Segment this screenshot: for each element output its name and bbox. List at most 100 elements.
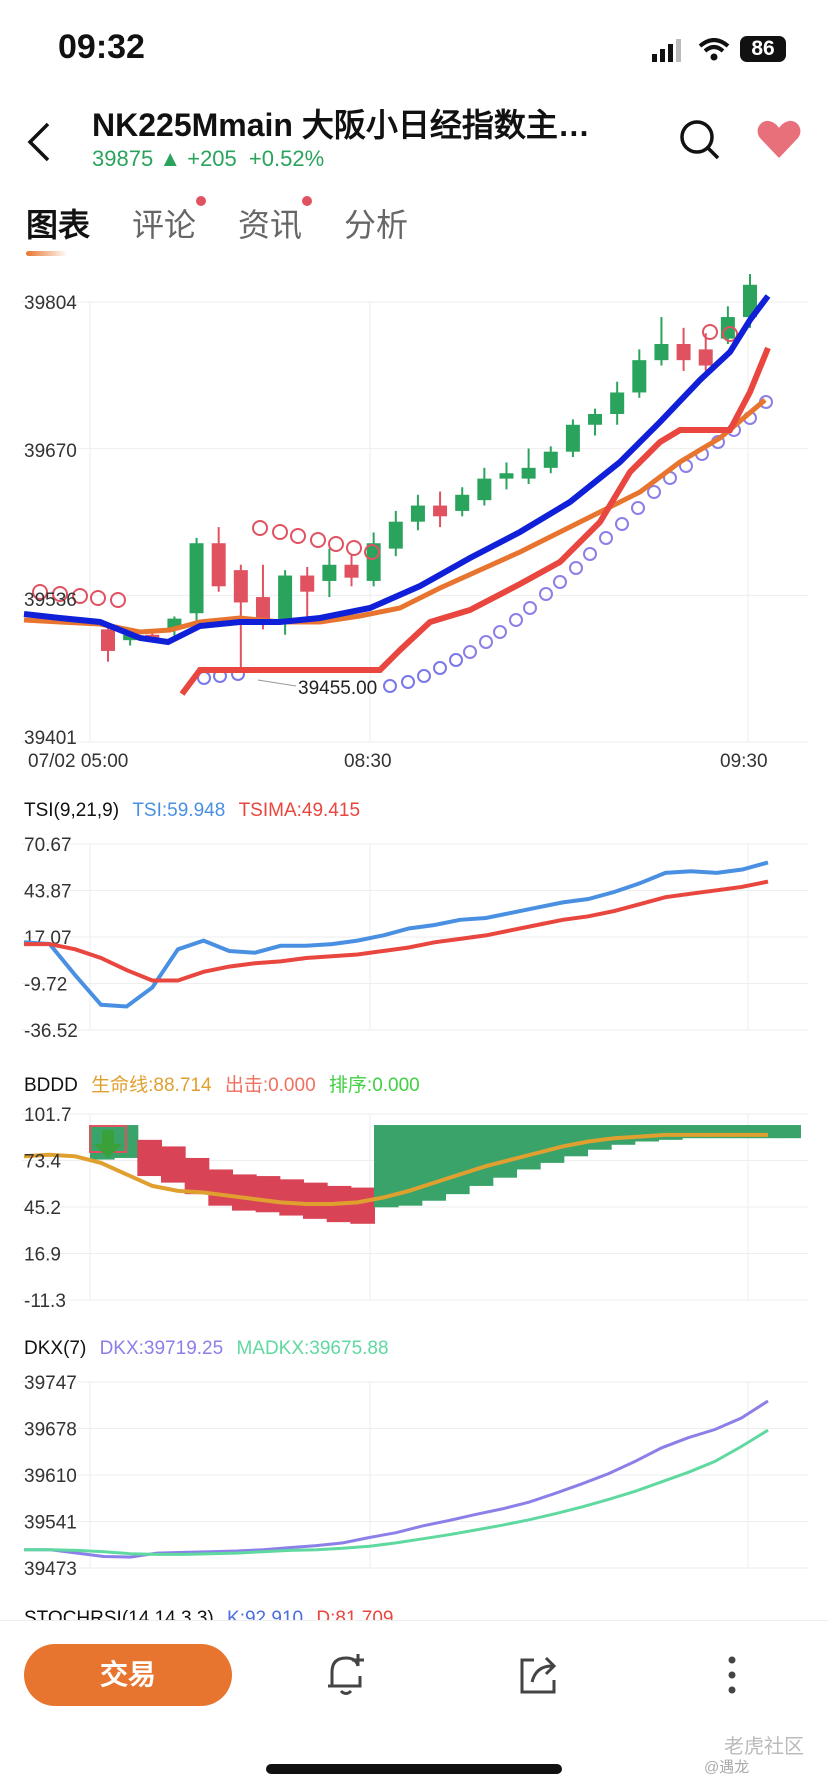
trend-band-line bbox=[179, 346, 771, 696]
sar-dot bbox=[509, 613, 523, 627]
moving-average-line bbox=[23, 398, 767, 635]
bddd-bar bbox=[232, 1174, 257, 1211]
candlestick bbox=[610, 392, 625, 414]
y-tick-label: 101.7 bbox=[24, 1105, 72, 1126]
madkx-series-line bbox=[24, 1428, 769, 1556]
bddd-bar bbox=[610, 1125, 636, 1145]
y-tick-label: 39473 bbox=[24, 1559, 77, 1580]
sar-dot bbox=[383, 679, 397, 693]
bddd-line-value: 生命线:88.714 bbox=[91, 1075, 212, 1096]
home-indicator bbox=[266, 1764, 562, 1774]
tab-chart-label: 图表 bbox=[26, 207, 91, 243]
bddd-bar bbox=[445, 1125, 470, 1195]
bddd-bar bbox=[350, 1187, 375, 1224]
candlestick bbox=[233, 570, 248, 603]
tab-chart[interactable]: 图表 bbox=[26, 200, 91, 256]
back-arrow-icon[interactable] bbox=[26, 120, 52, 164]
dkx-series-line bbox=[24, 1399, 769, 1559]
bddd-legend: BDDD 生命线:88.714 出击:0.000 排序:0.000 bbox=[24, 1070, 420, 1097]
bddd-bar bbox=[279, 1179, 304, 1216]
candlestick bbox=[477, 478, 492, 501]
trend-line bbox=[23, 294, 771, 646]
sar-dot bbox=[553, 575, 567, 589]
y-tick-label: 39401 bbox=[24, 728, 77, 749]
sar-dot bbox=[290, 528, 306, 544]
sar-dot bbox=[647, 485, 661, 499]
more-options-icon[interactable] bbox=[724, 1652, 740, 1698]
sar-dot bbox=[52, 586, 68, 602]
bddd-bar bbox=[255, 1176, 281, 1213]
y-tick-label: 39670 bbox=[24, 441, 77, 462]
tsi-legend: TSI(9,21,9) TSI:59.948 TSIMA:49.415 bbox=[24, 800, 360, 822]
sar-dot bbox=[433, 661, 447, 675]
user-watermark: @遇龙 bbox=[704, 1759, 750, 1776]
sar-dot bbox=[417, 669, 431, 683]
candlestick bbox=[123, 634, 138, 641]
y-tick-label: 39804 bbox=[24, 293, 77, 314]
price-alert-bell-icon[interactable] bbox=[324, 1652, 368, 1698]
candlestick bbox=[101, 629, 115, 651]
candlestick bbox=[344, 564, 359, 578]
trade-button[interactable]: 交易 bbox=[24, 1644, 232, 1706]
candlestick bbox=[388, 521, 403, 549]
bddd-bar bbox=[516, 1125, 541, 1170]
tab-analysis[interactable]: 分析 bbox=[344, 200, 408, 246]
bddd-bar bbox=[634, 1125, 659, 1142]
status-time: 09:32 bbox=[58, 28, 145, 66]
candlestick bbox=[278, 575, 293, 624]
notification-dot bbox=[302, 196, 313, 206]
bddd-bar bbox=[208, 1169, 233, 1206]
price-change-pct: +0.52% bbox=[248, 146, 325, 171]
candlestick bbox=[743, 284, 757, 318]
candlestick bbox=[521, 467, 536, 479]
candlestick bbox=[300, 575, 315, 592]
community-watermark: 老虎社区 bbox=[724, 1736, 804, 1758]
x-tick-label: 08:30 bbox=[344, 751, 392, 772]
sar-dot bbox=[569, 561, 583, 575]
bddd-lifeline bbox=[23, 1132, 768, 1206]
y-tick-label: -9.72 bbox=[24, 975, 67, 996]
low-callout-label: 39455.00 bbox=[298, 678, 377, 699]
y-tick-label: 39541 bbox=[24, 1513, 77, 1534]
bddd-bar bbox=[137, 1139, 162, 1177]
sar-dot bbox=[479, 635, 493, 649]
dkx-value: DKX:39719.25 bbox=[99, 1338, 224, 1359]
search-icon[interactable] bbox=[678, 118, 722, 162]
candlestick bbox=[499, 473, 514, 479]
y-tick-label: 39678 bbox=[24, 1420, 77, 1441]
down-arrow-signal-icon bbox=[94, 1130, 122, 1158]
up-arrow-icon: ▲ bbox=[159, 146, 182, 171]
candlestick bbox=[543, 451, 558, 468]
sar-dot bbox=[272, 524, 288, 540]
sar-dot bbox=[631, 501, 645, 515]
sar-dot bbox=[328, 536, 344, 552]
sar-dot bbox=[463, 645, 477, 659]
low-callout-line bbox=[257, 679, 297, 687]
sar-dot bbox=[32, 584, 48, 600]
tab-analysis-label: 分析 bbox=[344, 207, 409, 243]
candlestick bbox=[455, 494, 470, 511]
bddd-bar bbox=[303, 1182, 328, 1219]
bddd-bar bbox=[184, 1157, 210, 1195]
tab-comments[interactable]: 评论 bbox=[132, 196, 207, 246]
tab-bar: 图表 评论 资讯 分析 bbox=[26, 196, 408, 256]
dkx-chart[interactable]: 39747 39678 39610 39541 39473 bbox=[0, 1368, 828, 1583]
tsima-series-line bbox=[24, 879, 769, 983]
candlestick bbox=[410, 505, 425, 522]
tab-news[interactable]: 资讯 bbox=[238, 196, 313, 246]
favorite-heart-icon[interactable] bbox=[756, 120, 802, 160]
sar-dot bbox=[493, 625, 507, 639]
bddd-bar bbox=[421, 1125, 446, 1201]
candlestick bbox=[654, 344, 669, 361]
x-tick-label: 07/02 05:00 bbox=[28, 751, 128, 772]
share-icon[interactable] bbox=[518, 1654, 560, 1696]
main-price-chart[interactable]: 39804 39670 39536 39401 07/02 05:00 08:3… bbox=[0, 262, 828, 780]
bddd-chart[interactable]: 101.7 73.4 45.2 16.9 -11.3 bbox=[0, 1100, 828, 1315]
bddd-bar bbox=[776, 1125, 801, 1139]
candlestick bbox=[145, 634, 160, 638]
candlestick bbox=[676, 344, 691, 361]
bddd-bar bbox=[492, 1125, 517, 1178]
tab-comments-label: 评论 bbox=[132, 207, 197, 243]
sar-dot bbox=[401, 675, 415, 689]
